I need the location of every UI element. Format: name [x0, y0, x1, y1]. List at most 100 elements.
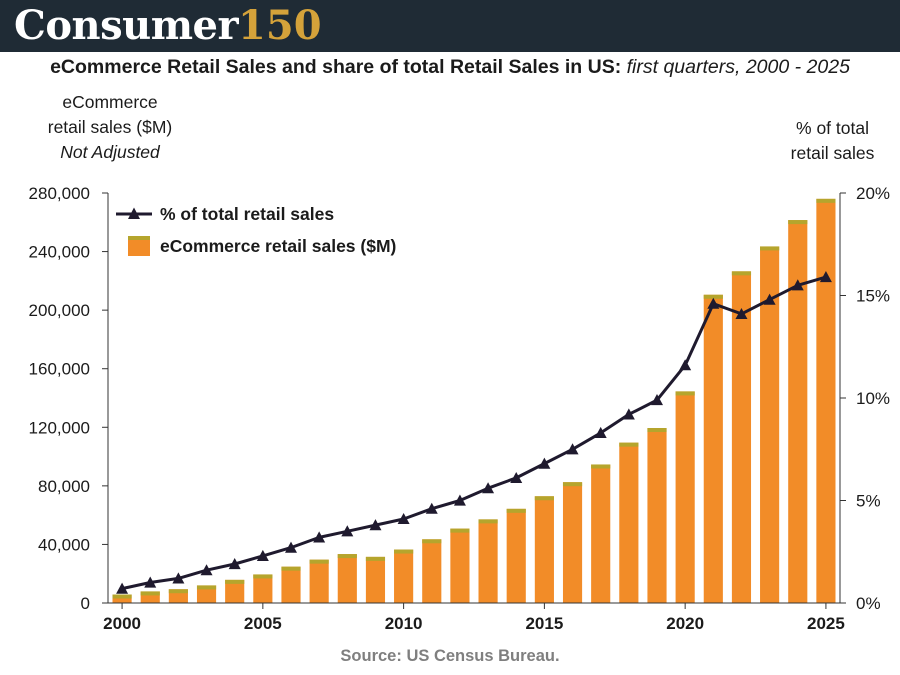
- share-line: [121, 275, 827, 591]
- bar-2008: [337, 554, 357, 603]
- bar-2004: [225, 579, 245, 603]
- share-point-2006: [285, 541, 297, 553]
- left-tick-label: 160,000: [29, 360, 90, 379]
- share-point-2021: [707, 297, 720, 309]
- bar-2000: [112, 594, 132, 603]
- share-point-2000: [116, 582, 129, 594]
- right-tick-label: 15%: [856, 287, 890, 306]
- share-point-2002: [172, 572, 185, 584]
- brand-bar: Consumer150: [0, 0, 900, 52]
- bar-top-2021: [703, 294, 723, 299]
- bar-2022: [731, 271, 752, 603]
- left-tick-label: 40,000: [38, 535, 90, 554]
- share-point-2011: [425, 502, 438, 514]
- axes: 0 40,000 80,000 120,000 160,000 200,000 240,00…: [29, 184, 890, 633]
- bar-2006: [281, 566, 301, 603]
- bar-2009: [365, 556, 386, 603]
- share-point-2010: [397, 512, 410, 525]
- source-note: Source: US Census Bureau.: [340, 647, 560, 665]
- consumer150-logo: Consumer150: [14, 2, 322, 50]
- chart-title-sub: first quarters, 2000 - 2025: [626, 56, 850, 78]
- bar-top-2009: [365, 556, 386, 561]
- share-point-2017: [594, 426, 607, 438]
- bar-2021: [703, 294, 723, 603]
- share-point-2008: [341, 525, 354, 537]
- legend-bar-swatch-top: [128, 236, 150, 240]
- bar-top-2020: [675, 391, 695, 396]
- bar-2005: [253, 574, 273, 603]
- left-axis-title-line2: retail sales ($M): [47, 117, 173, 137]
- share-point-2005: [256, 549, 269, 561]
- right-axis-title-line2: retail sales: [790, 143, 875, 163]
- bar-2019: [647, 428, 667, 603]
- share-point-2022: [735, 307, 748, 320]
- bar-top-2003: [196, 585, 217, 590]
- bar-2010: [394, 549, 414, 603]
- bar-top-2005: [253, 574, 273, 579]
- bar-2014: [506, 508, 526, 603]
- share-point-2009: [369, 519, 382, 531]
- brand-number: 150: [238, 2, 322, 49]
- right-axis-title-line1: % of total: [796, 118, 869, 138]
- share-point-2019: [651, 394, 663, 406]
- bar-2003: [196, 585, 217, 603]
- legend-line-label: % of total retail sales: [160, 204, 334, 224]
- bar-2020: [675, 391, 695, 603]
- bar-top-2004: [225, 579, 245, 584]
- right-tick-label: 10%: [856, 389, 890, 408]
- bar-2017: [591, 464, 611, 603]
- right-axis-title: % of total retail sales: [770, 116, 895, 166]
- bar-2007: [309, 559, 329, 603]
- x-tick-label: 2020: [666, 614, 704, 633]
- share-point-2004: [228, 558, 241, 570]
- bar-top-2025: [816, 198, 836, 203]
- x-tick-label: 2025: [807, 614, 845, 633]
- x-tick-label: 2000: [103, 614, 141, 633]
- share-point-2023: [763, 293, 776, 305]
- bar-top-2017: [591, 464, 611, 469]
- left-axis-title-line1: eCommerce: [62, 92, 158, 112]
- right-tick-label: 5%: [856, 492, 881, 511]
- chart-title-main: eCommerce Retail Sales and share of tota…: [50, 56, 622, 78]
- bar-2018: [619, 442, 639, 603]
- share-point-2016: [566, 443, 579, 455]
- bar-top-2023: [760, 246, 780, 251]
- bar-2013: [478, 519, 498, 603]
- bar-top-2018: [619, 442, 639, 447]
- share-point-2012: [453, 494, 466, 506]
- line-series: [116, 271, 832, 594]
- bar-top-2001: [140, 591, 160, 596]
- share-point-2015: [538, 457, 551, 469]
- bar-top-2013: [478, 519, 498, 524]
- bar-top-2008: [337, 554, 357, 559]
- bar-2025: [816, 198, 836, 603]
- bar-top-2022: [731, 271, 752, 276]
- left-tick-label: 80,000: [38, 477, 90, 496]
- right-tick-label: 20%: [856, 184, 890, 203]
- share-point-2003: [200, 564, 213, 576]
- bar-top-2014: [506, 508, 526, 513]
- bar-top-2016: [562, 482, 583, 487]
- bar-2011: [422, 539, 442, 603]
- share-point-2020: [679, 359, 692, 371]
- legend-line-marker: [128, 207, 140, 219]
- bar-2015: [534, 496, 554, 603]
- bar-2023: [760, 246, 780, 604]
- bar-top-2015: [534, 496, 554, 501]
- bar-2024: [788, 220, 808, 603]
- legend-bar-swatch: [128, 236, 150, 256]
- left-axis-title: eCommerce retail sales ($M) Not Adjusted: [20, 90, 200, 165]
- left-tick-label: 240,000: [29, 243, 90, 262]
- brand-name: Consumer: [14, 2, 239, 49]
- bar-2012: [450, 528, 470, 603]
- left-axis-note: Not Adjusted: [60, 142, 160, 162]
- bar-top-2006: [281, 566, 301, 571]
- left-tick-label: 280,000: [29, 184, 90, 203]
- x-tick-label: 2005: [244, 614, 282, 633]
- share-point-2024: [791, 279, 804, 291]
- bar-top-2011: [422, 539, 442, 544]
- share-point-2025: [819, 271, 832, 283]
- bar-2016: [562, 482, 583, 603]
- left-tick-label: 200,000: [29, 301, 90, 320]
